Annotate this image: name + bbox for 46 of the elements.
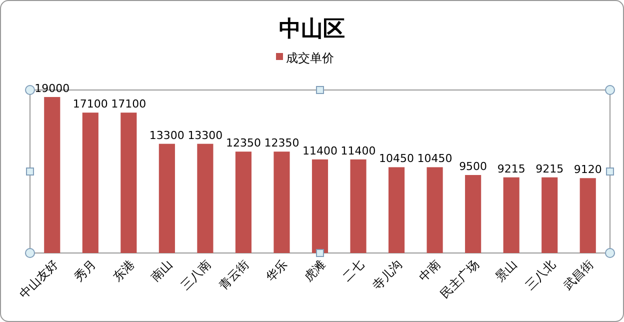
data-label: 10450 [417,152,452,166]
data-label: 12350 [264,136,300,150]
x-tick-label: 虎滩 [301,257,328,284]
bar [158,144,175,253]
data-label: 12350 [226,136,261,150]
bar [426,167,443,253]
x-tick-label: 南山 [148,257,176,284]
data-label: 19000 [34,82,70,96]
data-label: 9215 [536,162,564,176]
x-tick-label: 景山 [492,257,520,284]
x-tick-label: 青云街 [216,257,252,293]
data-label: 9120 [574,163,602,176]
x-tick-label: 寺儿沟 [370,257,405,293]
x-tick-label: 二七 [340,257,367,284]
bar [120,112,137,253]
bar [580,178,596,253]
data-label: 13300 [188,128,223,142]
data-label: 17100 [111,98,146,111]
x-tick-label: 三八北 [522,257,558,293]
data-label: 11400 [302,144,338,158]
bar [542,177,558,253]
chart-title: 中山区 [279,16,345,42]
legend-label: 成交单价 [286,51,334,65]
x-tick-label: 中南 [416,257,444,284]
data-label: 17100 [72,98,108,111]
bar [82,112,98,253]
data-label: 9500 [459,160,488,174]
x-tick-label: 三八南 [178,257,214,293]
x-tick-label: 华乐 [263,257,290,284]
bar [197,144,214,253]
bar [503,177,520,253]
x-tick-label: 东港 [110,257,137,284]
data-label: 13300 [149,128,184,142]
x-tick-label: 中山友好 [16,257,60,302]
bar [274,152,290,253]
data-label: 11400 [340,144,376,158]
bar [465,175,482,253]
x-tick-label: 秀月 [72,257,99,284]
data-label: 9215 [497,162,526,176]
bar [235,152,252,253]
bar [350,159,366,253]
data-label: 10450 [379,152,414,166]
bar [388,167,405,253]
bar [312,159,328,253]
x-tick-label: 武昌街 [560,257,596,293]
bar [44,97,60,253]
